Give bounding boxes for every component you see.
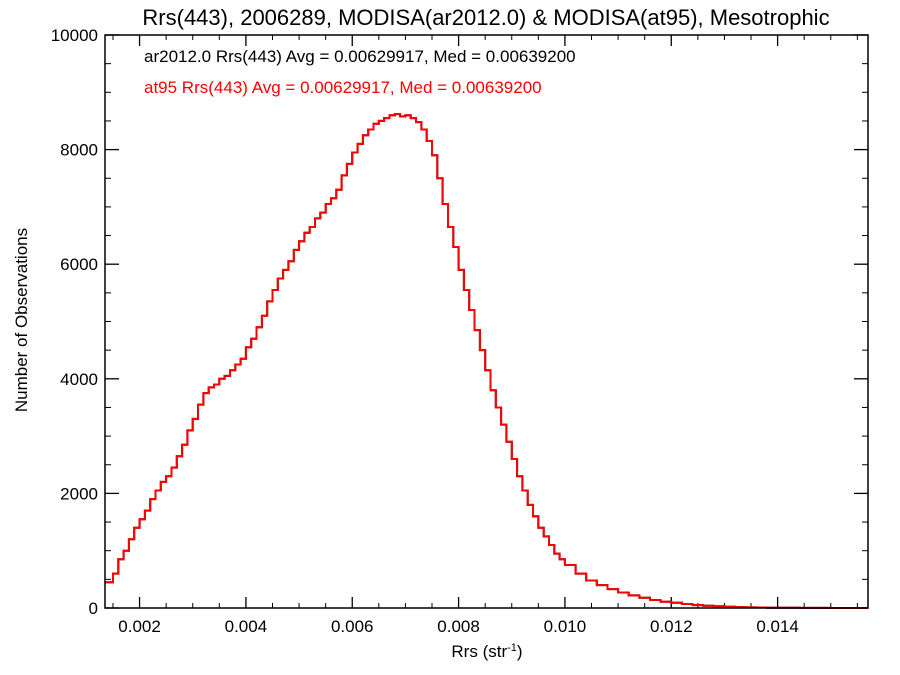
y-tick-label: 4000	[60, 370, 98, 389]
series-layer	[105, 113, 868, 609]
annotation-ar2012: ar2012.0 Rrs(443) Avg = 0.00629917, Med …	[144, 47, 576, 66]
x-axis-label: Rrs (str-1)	[451, 642, 522, 661]
x-tick-label: 0.010	[544, 617, 587, 636]
x-tick-label: 0.008	[437, 617, 480, 636]
chart-title: Rrs(443), 2006289, MODISA(ar2012.0) & MO…	[142, 5, 829, 30]
x-axis-label-superscript: -1	[507, 642, 517, 654]
y-tick-label: 0	[89, 599, 98, 618]
y-tick-label: 10000	[51, 26, 98, 45]
y-tick-label: 6000	[60, 255, 98, 274]
x-tick-label: 0.004	[225, 617, 268, 636]
y-tick-label: 2000	[60, 484, 98, 503]
annotation-at95: at95 Rrs(443) Avg = 0.00629917, Med = 0.…	[144, 78, 542, 97]
y-axis-label: Number of Observations	[12, 228, 31, 412]
x-tick-label: 0.002	[118, 617, 161, 636]
plot-frame	[104, 34, 869, 609]
series-line-at95	[105, 113, 868, 609]
x-tick-label: 0.006	[331, 617, 374, 636]
x-tick-label: 0.014	[756, 617, 799, 636]
x-axis-label-end: )	[517, 642, 523, 661]
y-tick-label: 8000	[60, 141, 98, 160]
x-axis-label-main: Rrs (str	[451, 642, 507, 661]
axes-layer: 0.002 0.004 0.006 0.008 0.010 0.012 0.014 0 2000…	[51, 26, 868, 636]
x-tick-label: 0.012	[650, 617, 693, 636]
